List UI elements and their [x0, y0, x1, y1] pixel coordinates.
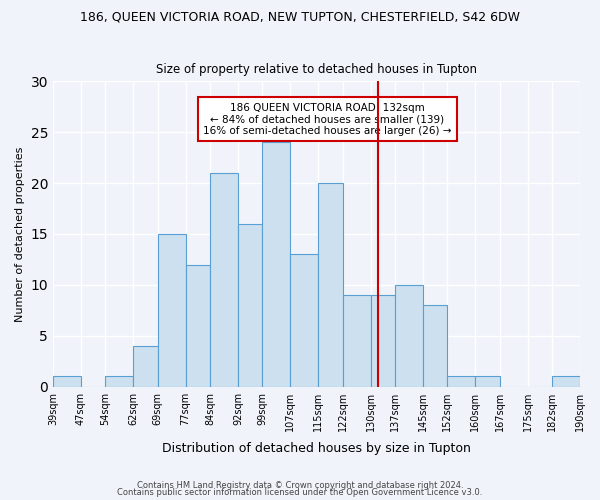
Bar — [423, 305, 448, 386]
Text: 186 QUEEN VICTORIA ROAD: 132sqm
← 84% of detached houses are smaller (139)
16% o: 186 QUEEN VICTORIA ROAD: 132sqm ← 84% of… — [203, 102, 451, 136]
Bar — [158, 234, 185, 386]
Title: Size of property relative to detached houses in Tupton: Size of property relative to detached ho… — [156, 63, 477, 76]
Bar — [210, 173, 238, 386]
Bar — [262, 142, 290, 386]
Bar — [185, 264, 210, 386]
Bar — [53, 376, 81, 386]
Bar — [371, 295, 395, 386]
Bar — [475, 376, 500, 386]
X-axis label: Distribution of detached houses by size in Tupton: Distribution of detached houses by size … — [162, 442, 471, 455]
Bar — [106, 376, 133, 386]
Text: Contains HM Land Registry data © Crown copyright and database right 2024.: Contains HM Land Registry data © Crown c… — [137, 480, 463, 490]
Bar — [318, 183, 343, 386]
Bar — [448, 376, 475, 386]
Bar — [290, 254, 318, 386]
Bar — [133, 346, 158, 387]
Bar — [238, 224, 262, 386]
Bar — [552, 376, 580, 386]
Bar — [395, 285, 423, 386]
Bar — [343, 295, 371, 386]
Text: Contains public sector information licensed under the Open Government Licence v3: Contains public sector information licen… — [118, 488, 482, 497]
Y-axis label: Number of detached properties: Number of detached properties — [15, 146, 25, 322]
Text: 186, QUEEN VICTORIA ROAD, NEW TUPTON, CHESTERFIELD, S42 6DW: 186, QUEEN VICTORIA ROAD, NEW TUPTON, CH… — [80, 10, 520, 23]
